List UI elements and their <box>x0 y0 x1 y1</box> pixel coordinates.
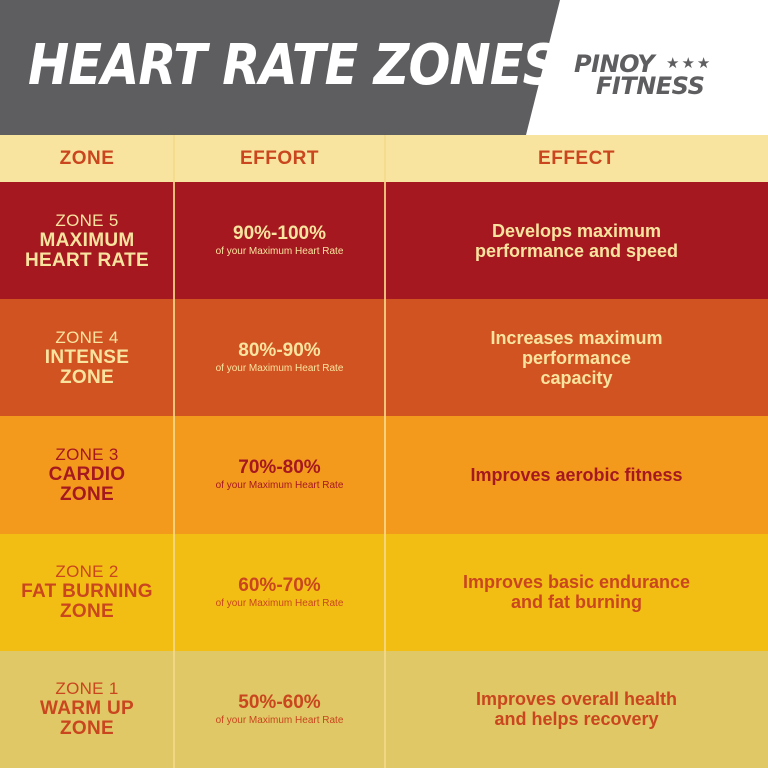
zone-name: WARM UP ZONE <box>40 698 134 740</box>
effort-label: 80%-90% of your Maximum Heart Rate <box>216 340 344 375</box>
effort-range: 90%-100% <box>233 223 326 245</box>
effect-cell: Improves overall health and helps recove… <box>385 651 768 768</box>
effort-cell: 50%-60% of your Maximum Heart Rate <box>174 651 385 768</box>
zone-label: ZONE 5 MAXIMUM HEART RATE <box>25 211 149 271</box>
effect-cell: Improves aerobic fitness <box>385 416 768 533</box>
effect-description: Improves overall health and helps recove… <box>475 689 678 730</box>
zone-label: ZONE 2 FAT BURNING ZONE <box>21 562 153 622</box>
effect-description: Improves aerobic fitness <box>470 464 683 485</box>
effect-description: Improves basic endurance and fat burning <box>462 572 691 613</box>
zone-name: CARDIO ZONE <box>48 463 126 505</box>
effort-note: of your Maximum Heart Rate <box>215 480 344 492</box>
pinoy-fitness-logo: PINOY ★★★ FITNESS <box>574 52 754 102</box>
zone-cell: ZONE 4 INTENSE ZONE <box>0 299 174 416</box>
column-header-effort: EFFORT <box>240 147 319 169</box>
effort-label: 90%-100% of your Maximum Heart Rate <box>216 223 344 258</box>
logo-text-fitness: FITNESS <box>596 72 705 100</box>
effort-cell: 70%-80% of your Maximum Heart Rate <box>174 416 385 533</box>
zone-cell: ZONE 3 CARDIO ZONE <box>0 416 174 533</box>
zone-cell: ZONE 5 MAXIMUM HEART RATE <box>0 182 174 299</box>
zone-number: ZONE 2 <box>55 562 119 582</box>
zone-number: ZONE 3 <box>55 444 119 464</box>
effort-cell: 80%-90% of your Maximum Heart Rate <box>174 299 385 416</box>
header: HEART RATE ZONES PINOY ★★★ FITNESS <box>0 0 768 135</box>
zone-name: FAT BURNING ZONE <box>21 581 153 623</box>
zone-number: ZONE 1 <box>55 679 119 699</box>
header-title-band <box>0 0 560 135</box>
effect-description: Increases maximum performance capacity <box>490 327 663 388</box>
column-header-zone: ZONE <box>59 147 115 169</box>
zone-number: ZONE 4 <box>55 327 119 347</box>
logo-stars-icon: ★★★ <box>666 55 713 72</box>
effort-cell: 90%-100% of your Maximum Heart Rate <box>174 182 385 299</box>
zone-number: ZONE 5 <box>55 210 119 230</box>
heart-rate-zones-table: ZONE EFFORT EFFECT ZONE 5 MAXIMUM HEART R… <box>0 135 768 768</box>
effort-range: 60%-70% <box>238 574 321 596</box>
effort-label: 50%-60% of your Maximum Heart Rate <box>216 692 344 727</box>
zone-cell: ZONE 1 WARM UP ZONE <box>0 651 174 768</box>
effort-note: of your Maximum Heart Rate <box>215 363 344 375</box>
page-title: HEART RATE ZONES <box>28 33 558 98</box>
effort-label: 60%-70% of your Maximum Heart Rate <box>216 575 344 610</box>
effort-note: of your Maximum Heart Rate <box>215 246 344 258</box>
column-header-effect: EFFECT <box>538 147 615 169</box>
column-divider <box>173 135 175 768</box>
effort-note: of your Maximum Heart Rate <box>215 714 344 726</box>
effort-cell: 60%-70% of your Maximum Heart Rate <box>174 534 385 651</box>
effect-cell: Develops maximum performance and speed <box>385 182 768 299</box>
effect-description: Develops maximum performance and speed <box>474 220 679 261</box>
effort-range: 80%-90% <box>238 340 321 362</box>
effort-note: of your Maximum Heart Rate <box>215 597 344 609</box>
zone-name: INTENSE ZONE <box>44 346 130 388</box>
effect-cell: Improves basic endurance and fat burning <box>385 534 768 651</box>
effort-range: 50%-60% <box>238 691 321 713</box>
zone-cell: ZONE 2 FAT BURNING ZONE <box>0 534 174 651</box>
zone-label: ZONE 1 WARM UP ZONE <box>40 679 134 739</box>
logo-text-pinoy: PINOY <box>574 50 655 78</box>
zone-name: MAXIMUM HEART RATE <box>24 229 150 271</box>
effort-range: 70%-80% <box>238 457 321 479</box>
zone-label: ZONE 3 CARDIO ZONE <box>49 445 126 505</box>
effort-label: 70%-80% of your Maximum Heart Rate <box>216 457 344 492</box>
effect-cell: Increases maximum performance capacity <box>385 299 768 416</box>
zone-label: ZONE 4 INTENSE ZONE <box>45 328 129 388</box>
column-divider <box>384 135 386 768</box>
